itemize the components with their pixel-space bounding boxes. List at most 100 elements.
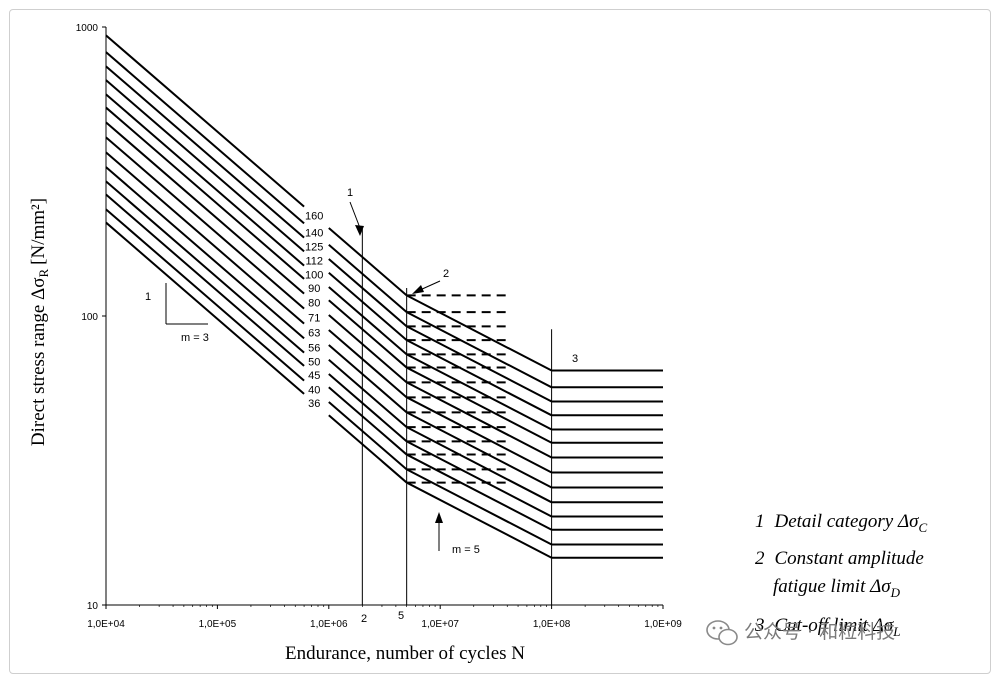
annotation-slope-triangle-1: 1 [145,291,151,303]
y-tick-label: 1000 [76,23,99,34]
legend-num-3: 3 [754,615,765,636]
series-segment-m5 [406,311,553,389]
x-tick-label: 1,0E+08 [533,619,571,630]
legend-item-2-line2: fatigue limit ΔσD [773,576,901,600]
series-label: 90 [308,283,320,295]
series-label: 36 [308,398,320,410]
series-segment-m5 [406,294,553,372]
series-label: 100 [305,270,323,282]
watermark-text: 公众号 · 和粒科技 [744,621,895,643]
series-segment-m3-lower [328,373,408,443]
series-segment-m3-upper [105,180,305,354]
series-segment-m5 [406,453,553,531]
series-label: 125 [305,242,323,254]
series-curve-50: 50 [105,180,663,518]
series-segment-m5 [406,325,553,403]
series-curve-63: 63 [105,151,663,489]
series-segment-m3-upper [105,151,305,325]
series-curve-90: 90 [105,106,663,444]
series-label: 160 [305,211,323,223]
y-tick-label: 100 [81,312,98,323]
annotation-arrow-1-shaft [349,201,361,229]
watermark: 公众号 · 和粒科技 [706,620,895,646]
series-segment-m3-lower [328,414,408,484]
series-segment-m5 [406,481,553,559]
x-tick-label: 1,0E+09 [644,619,682,630]
legend-text-2b: fatigue limit Δσ [773,576,891,597]
series-segment-m3-lower [328,258,408,328]
legend-item-2: 2 Constant amplitude [755,548,924,569]
series-segment-m5 [406,353,553,431]
series-curve-112: 1 1 2 [105,79,663,417]
series-curve-45: 45 [105,193,663,531]
series-label: 140 [305,227,323,239]
y-axis-title-sub: R [36,268,51,277]
series-segment-m3-upper [105,93,305,267]
series-label: 50 [308,357,320,369]
series-segment-m5 [406,366,553,444]
annotation-label-n5: 5 [398,610,404,622]
series-segment-m5 [406,381,553,459]
figure-frame [9,9,991,674]
y-axis-title: Direct stress range ΔσR [N/mm²] [28,198,51,446]
series-segment-m3-upper [105,208,305,382]
legend-num-2: 2 [755,548,765,569]
series-segment-m3-lower [328,286,408,356]
series-segment-m3-lower [328,386,408,456]
series-label: 40 [308,385,320,397]
legend-text-1: Detail category Δσ [774,511,920,532]
annotation-slope-m3: m = 3 [181,332,209,344]
series-curve-80: 80 [105,121,663,459]
legend-text-3: Cut-off limit Δσ [775,615,894,636]
axes-layer: 1,0E+04 1,0E+05 1,0E+06 1,0E+07 1,0E+08 1,0E+… [76,23,682,630]
annotation-layer: 1 2 3 2 5 1 m = 3 m = 5 [145,187,578,625]
legend-sub-2: D [890,585,901,600]
annotation-label-2: 2 [443,268,449,280]
series-segment-m3-upper [105,65,305,239]
series-label: 45 [308,370,320,382]
series-segment-m3-upper [105,106,305,280]
legend-num-1: 1 [755,511,765,532]
series-segment-m5 [406,396,553,474]
series-segment-m3-upper [105,136,305,310]
x-tick-label: 1,0E+05 [199,619,237,630]
series-label: 71 [308,313,320,325]
annotation-label-3: 3 [572,353,578,365]
series-segment-m3-upper [105,79,305,253]
series-label: 56 [308,342,320,354]
x-tick-label: 1,0E+04 [87,619,125,630]
series-segment-m5 [406,426,553,504]
series-segment-m3-lower [328,344,408,414]
series-segment-m3-upper [105,34,305,208]
series-segment-m3-lower [328,314,408,384]
series-label: 80 [308,298,320,310]
series-segment-m3-upper [105,121,305,295]
legend-item-1: 1 Detail category ΔσC [755,511,927,535]
annotation-slope-m5: m = 5 [452,544,480,556]
x-tick-label: 1,0E+06 [310,619,348,630]
legend-text-2: Constant amplitude [775,548,924,569]
x-tick-label: 1,0E+07 [421,619,459,630]
annotation-arrow-2-shaft [419,280,441,291]
series-segment-m3-lower [328,359,408,428]
legend-sub-1: C [918,520,927,535]
y-axis-title-unit: [N/mm²] [28,198,49,265]
series-curve-36: 36 [105,221,663,559]
series-segment-m3-upper [105,193,305,367]
series-curve-56: 56 [105,166,663,504]
series-curve-125: 125 [105,65,663,403]
annotation-arrow-2-head [412,285,424,294]
y-tick-label: 10 [87,601,99,612]
series-segment-m3-lower [328,401,408,471]
x-axis-title: Endurance, number of cycles N [285,643,525,664]
series-segment-m3-lower [328,299,408,369]
series-segment-m3-lower [328,227,408,297]
annotation-label-1: 1 [347,187,353,199]
series-segment-m5 [406,440,553,518]
series-label: 112 [305,255,323,267]
annotation-arrow-m5-head [435,512,443,523]
annotation-label-n2: 2 [361,613,367,625]
series-segment-m5 [406,339,553,417]
